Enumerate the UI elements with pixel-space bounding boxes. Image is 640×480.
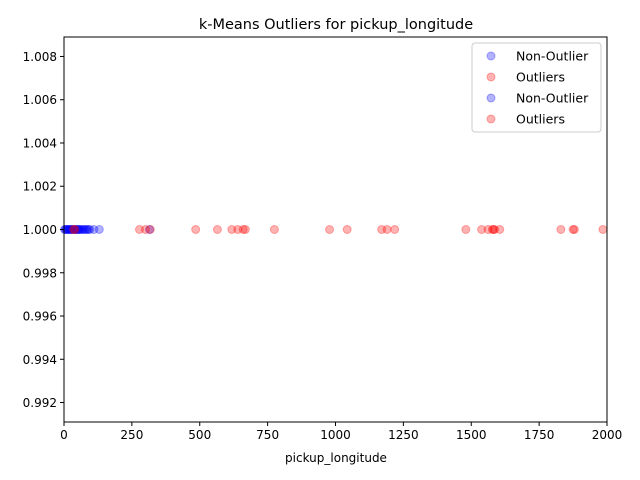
x-tick-label: 2000 [592, 428, 623, 442]
legend-marker [486, 51, 496, 61]
outlier-point [140, 225, 150, 234]
non-outlier-point [70, 225, 80, 234]
non-outlier-point [64, 225, 74, 234]
x-axis: 0 250 500 750 1000 1250 1500 1750 2000 [60, 422, 622, 442]
y-tick-label: 1.002 [23, 180, 57, 194]
legend-marker [486, 93, 496, 103]
y-tick-label: 1.004 [23, 136, 57, 150]
outlier-point [69, 225, 78, 234]
outlier-point [233, 225, 243, 234]
legend-marker [486, 72, 496, 82]
outlier-point [390, 225, 400, 234]
outlier-point [556, 225, 566, 234]
non-outlier-point [89, 225, 99, 234]
points-layer [60, 225, 608, 234]
non-outlier-point [94, 225, 104, 234]
non-outlier-point [83, 225, 93, 234]
y-tick-label: 1.000 [23, 223, 57, 237]
outlier-point [598, 225, 608, 234]
outlier-point [212, 225, 222, 234]
outlier-point [134, 225, 144, 234]
non-outlier-point [82, 225, 92, 234]
non-outlier-point [65, 225, 75, 234]
non-outlier-point [64, 225, 74, 234]
y-tick-label: 0.996 [23, 310, 57, 324]
outlier-point [489, 225, 499, 234]
non-outlier-point [74, 225, 84, 234]
non-outlier-point [79, 225, 89, 234]
non-outlier-point [71, 225, 81, 234]
legend-marker [486, 114, 496, 124]
non-outlier-point [85, 225, 95, 234]
y-axis: 0.992 0.994 0.996 0.998 1.000 1.002 1.004 1.006… [23, 50, 64, 410]
outlier-point [325, 225, 335, 234]
non-outlier-point [77, 225, 87, 234]
chart-title: k-Means Outliers for pickup_longitude [199, 17, 473, 33]
x-tick-label: 250 [120, 428, 143, 442]
outlier-point [495, 225, 505, 234]
outlier-point [477, 225, 487, 234]
non-outlier-point [69, 225, 79, 234]
outlier-point [377, 225, 387, 234]
outlier-point [269, 225, 279, 234]
legend-label: Outliers [516, 70, 565, 85]
legend-label: Non-Outlier [516, 49, 589, 64]
y-tick-label: 1.008 [23, 50, 57, 64]
y-tick-label: 1.006 [23, 93, 57, 107]
y-tick-label: 0.994 [23, 353, 57, 367]
non-outlier-point [145, 225, 155, 234]
x-tick-label: 750 [256, 428, 279, 442]
non-outlier-point [66, 225, 76, 234]
x-tick-label: 1750 [524, 428, 555, 442]
outlier-point [569, 225, 579, 234]
x-tick-label: 1250 [388, 428, 419, 442]
non-outlier-point [67, 225, 77, 234]
legend-label: Non-Outlier [516, 91, 589, 106]
outlier-point [227, 225, 237, 234]
legend-box [471, 42, 602, 133]
legend-label: Outliers [516, 112, 565, 127]
outlier-point [483, 225, 493, 234]
y-tick-label: 0.998 [23, 266, 57, 280]
x-axis-title: pickup_longitude [285, 451, 387, 465]
x-tick-label: 0 [60, 428, 68, 442]
outlier-point [191, 225, 201, 234]
outlier-point [145, 225, 155, 234]
legend: Non-Outlier Outliers Non-Outlier Outliers [471, 42, 602, 133]
non-outlier-point [69, 225, 78, 234]
outlier-point [382, 225, 392, 234]
outlier-point [487, 225, 497, 234]
non-outlier-point [72, 225, 82, 234]
non-outlier-point [81, 225, 91, 234]
non-outlier-point [75, 225, 85, 234]
outlier-point [240, 225, 250, 234]
non-outlier-point [73, 225, 83, 234]
non-outlier-point [68, 225, 78, 234]
outlier-point [238, 225, 248, 234]
x-tick-label: 500 [188, 428, 211, 442]
x-tick-label: 1000 [320, 428, 351, 442]
non-outlier-point [78, 225, 88, 234]
outlier-point [568, 225, 578, 234]
outlier-point [461, 225, 471, 234]
non-outlier-point [73, 225, 83, 234]
outlier-point [490, 225, 500, 234]
y-tick-label: 0.992 [23, 396, 57, 410]
outlier-point [70, 225, 80, 234]
x-tick-label: 1500 [456, 428, 487, 442]
outlier-point [342, 225, 352, 234]
